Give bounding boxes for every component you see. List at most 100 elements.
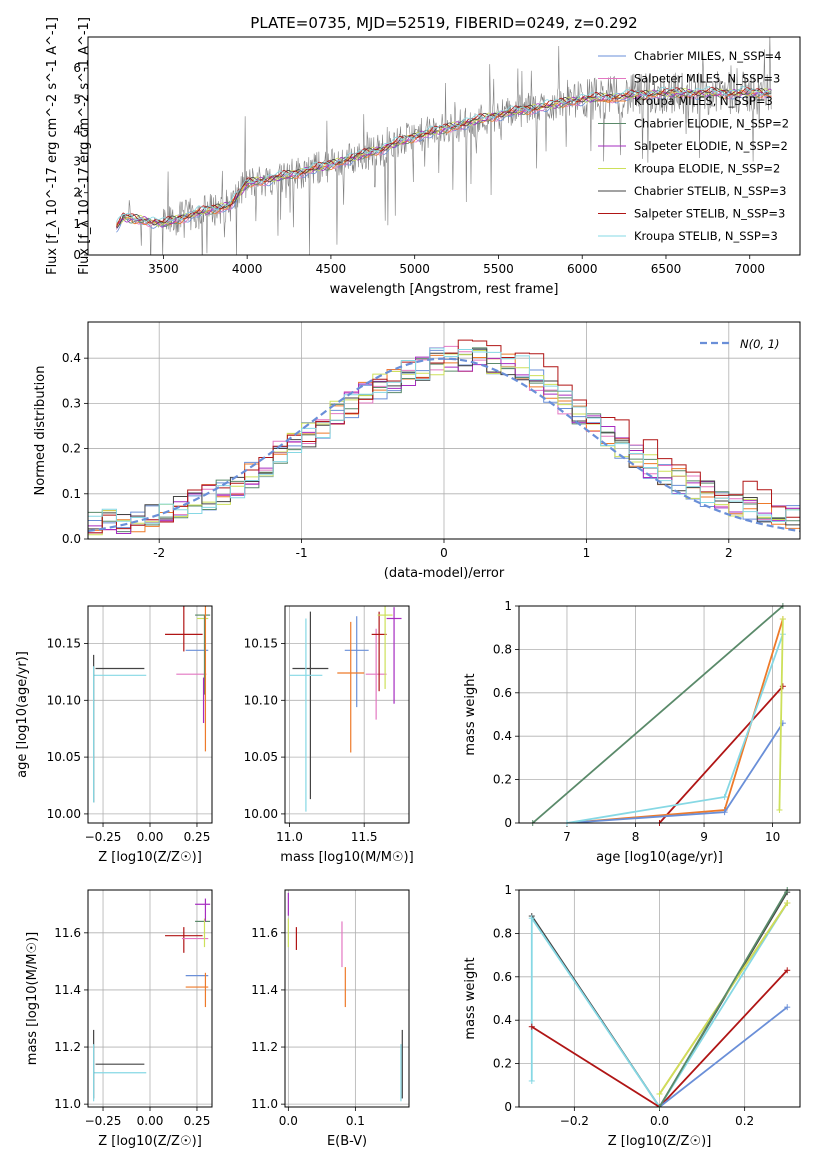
y-axis-label: age [log10(age/yr)] bbox=[15, 651, 30, 778]
y-tick-label: 0.6 bbox=[493, 970, 512, 984]
histogram-step-line bbox=[88, 347, 800, 524]
x-tick-label: 0.00 bbox=[137, 830, 164, 844]
y-tick-label: 0.4 bbox=[62, 351, 81, 365]
mass-weight-line bbox=[531, 969, 788, 1107]
legend-label: Kroupa MILES, N_SSP=3 bbox=[634, 94, 773, 108]
legend-label: Chabrier ELODIE, N_SSP=2 bbox=[634, 117, 789, 131]
y-tick-label: 11.4 bbox=[54, 983, 81, 997]
y-tick-label: 10.15 bbox=[244, 636, 278, 650]
y-tick-label: 0.2 bbox=[493, 1057, 512, 1071]
axes-frame bbox=[518, 605, 801, 824]
mass-weight-line bbox=[778, 619, 784, 810]
age-vs-mass-panel: 11.0 11.5 10.00 10.05 10.10 10.15 mass [log10(… bbox=[244, 605, 414, 865]
mass-weight-line bbox=[530, 902, 788, 1107]
x-tick-label: 4500 bbox=[316, 262, 347, 276]
y-tick-label: 0 bbox=[504, 816, 512, 830]
y-tick-label: 0.2 bbox=[493, 773, 512, 787]
y-tick-label: 11.6 bbox=[251, 926, 278, 940]
x-tick-label: -2 bbox=[153, 546, 165, 560]
mass-weight-vs-metallicity-panel: −0.2 0.0 0.2 0 0.2 0.4 0.6 0.8 1 Z [log10(Z/Z☉)] m… bbox=[463, 883, 801, 1149]
mass-weight-line bbox=[658, 890, 789, 1107]
y-tick-label: 0 bbox=[504, 1100, 512, 1114]
spectrum-panel: 3500 4000 4500 5000 5500 6000 6500 7000 0 1 2 3 4 5 6 P… bbox=[45, 14, 801, 297]
mass-vs-metallicity-panel: −0.25 0.00 0.25 11.0 11.2 11.4 11.6 Z [log10(Z/… bbox=[25, 889, 213, 1149]
x-tick-label: 10 bbox=[765, 830, 780, 844]
x-axis-label: E(B-V) bbox=[327, 1134, 367, 1149]
x-tick-label: 0.0 bbox=[650, 1114, 669, 1128]
legend-label: Chabrier STELIB, N_SSP=3 bbox=[634, 184, 786, 198]
x-tick-label: 11.0 bbox=[276, 830, 303, 844]
y-tick-label: 2 bbox=[73, 186, 81, 200]
x-tick-label: 0.25 bbox=[184, 1114, 211, 1128]
x-tick-label: 11.5 bbox=[351, 830, 378, 844]
x-tick-label: 6500 bbox=[651, 262, 682, 276]
x-tick-label: 0.25 bbox=[184, 830, 211, 844]
x-tick-label: 9 bbox=[700, 830, 708, 844]
mass-vs-extinction-panel: 0.0 0.1 11.0 11.2 11.4 11.6 E(B-V) bbox=[251, 889, 410, 1149]
legend-label: Salpeter ELODIE, N_SSP=2 bbox=[634, 139, 788, 153]
y-tick-label: 11.0 bbox=[251, 1097, 278, 1111]
mass-weight-line bbox=[566, 722, 784, 823]
x-tick-label: 3500 bbox=[148, 262, 179, 276]
mass-weight-vs-age-panel: 7 8 9 10 0 0.2 0.4 0.6 0.8 1 age [log10(age/yr)] ma… bbox=[463, 599, 801, 865]
y-tick-label: 10.15 bbox=[47, 636, 81, 650]
y-tick-label: 10.00 bbox=[47, 807, 81, 821]
mass-weight-line bbox=[658, 685, 784, 823]
y-tick-label: 5 bbox=[73, 92, 81, 106]
y-tick-label: 6 bbox=[73, 61, 81, 75]
y-tick-label: 10.00 bbox=[244, 807, 278, 821]
y-tick-label: 1 bbox=[73, 217, 81, 231]
legend-label: Salpeter MILES, N_SSP=3 bbox=[634, 72, 780, 86]
normal-pdf-line bbox=[88, 357, 800, 533]
x-axis-label: age [log10(age/yr)] bbox=[596, 850, 723, 865]
x-tick-label: 2 bbox=[725, 546, 733, 560]
axes-frame bbox=[284, 889, 410, 1108]
x-tick-label: 0.00 bbox=[137, 1114, 164, 1128]
y-axis-label: Flux [f_λ 10^-17 erg cm^-2 s^-1 A^-1] bbox=[77, 17, 92, 275]
chart-title: PLATE=0735, MJD=52519, FIBERID=0249, z=0… bbox=[250, 14, 637, 32]
legend-label: Salpeter STELIB, N_SSP=3 bbox=[634, 207, 785, 221]
y-tick-label: 0.1 bbox=[62, 487, 81, 501]
x-axis-label: Z [log10(Z/Z☉)] bbox=[98, 1134, 202, 1149]
legend-label: N(0, 1) bbox=[740, 337, 780, 351]
x-axis-label: mass [log10(M/M☉)] bbox=[280, 850, 413, 865]
x-tick-label: 0 bbox=[440, 546, 448, 560]
mass-weight-line bbox=[658, 1006, 788, 1107]
y-tick-label: 0 bbox=[73, 248, 81, 262]
x-tick-label: −0.2 bbox=[560, 1114, 589, 1128]
axes-frame bbox=[87, 889, 213, 1108]
y-tick-label: 0.0 bbox=[62, 532, 81, 546]
x-tick-label: −0.25 bbox=[85, 1114, 122, 1128]
x-tick-label: 5500 bbox=[483, 262, 514, 276]
x-tick-label: −0.25 bbox=[85, 830, 122, 844]
axes-frame bbox=[87, 36, 801, 256]
legend-label: Kroupa STELIB, N_SSP=3 bbox=[634, 229, 778, 243]
y-axis-label: Normed distribution bbox=[33, 366, 48, 496]
axes-frame bbox=[518, 889, 801, 1108]
x-tick-label: 7 bbox=[563, 830, 571, 844]
x-tick-label: 0.2 bbox=[735, 1114, 754, 1128]
axes-frame bbox=[87, 321, 801, 540]
y-axis-label: mass weight bbox=[463, 957, 478, 1039]
model-spectrum-line bbox=[116, 86, 772, 222]
x-axis-label: Z [log10(Z/Z☉)] bbox=[608, 1134, 712, 1149]
x-axis-label: wavelength [Angstrom, rest frame] bbox=[330, 282, 559, 297]
x-tick-label: 7000 bbox=[734, 262, 765, 276]
x-tick-label: 5000 bbox=[399, 262, 430, 276]
y-tick-label: 3 bbox=[73, 155, 81, 169]
x-tick-label: 8 bbox=[632, 830, 640, 844]
y-tick-label: 11.2 bbox=[54, 1040, 81, 1054]
y-tick-label: 11.0 bbox=[54, 1097, 81, 1111]
x-tick-label: -1 bbox=[296, 546, 308, 560]
y-tick-label: 1 bbox=[504, 599, 512, 613]
y-tick-label: 10.05 bbox=[47, 750, 81, 764]
y-tick-label: 0.6 bbox=[493, 686, 512, 700]
y-tick-label: 11.4 bbox=[251, 983, 278, 997]
y-tick-label: 0.8 bbox=[493, 642, 512, 656]
mass-weight-line bbox=[532, 606, 784, 823]
y-tick-label: 10.05 bbox=[244, 750, 278, 764]
y-tick-label: 4 bbox=[73, 123, 81, 137]
histogram-step-line bbox=[88, 350, 800, 536]
x-axis-label: Z [log10(Z/Z☉)] bbox=[98, 850, 202, 865]
